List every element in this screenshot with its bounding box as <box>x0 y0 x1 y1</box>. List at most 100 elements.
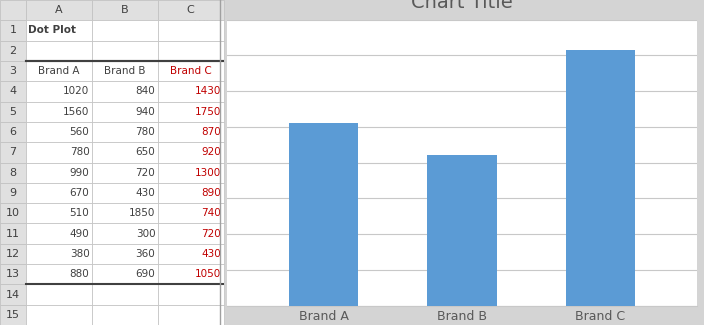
Text: 870: 870 <box>201 127 221 137</box>
Text: 430: 430 <box>136 188 156 198</box>
FancyBboxPatch shape <box>158 264 224 284</box>
Text: 300: 300 <box>136 228 156 239</box>
FancyBboxPatch shape <box>0 183 26 203</box>
Text: Brand C: Brand C <box>170 66 211 76</box>
Text: 720: 720 <box>136 168 156 178</box>
Text: 490: 490 <box>70 228 89 239</box>
Text: 11: 11 <box>6 228 20 239</box>
Text: 360: 360 <box>136 249 156 259</box>
FancyBboxPatch shape <box>92 61 158 81</box>
FancyBboxPatch shape <box>158 224 224 244</box>
FancyBboxPatch shape <box>158 101 224 122</box>
FancyBboxPatch shape <box>26 101 92 122</box>
FancyBboxPatch shape <box>0 305 26 325</box>
Text: 5: 5 <box>9 107 16 117</box>
Text: B: B <box>121 5 128 15</box>
Text: 990: 990 <box>70 168 89 178</box>
FancyBboxPatch shape <box>0 61 26 81</box>
FancyBboxPatch shape <box>158 0 224 20</box>
FancyBboxPatch shape <box>158 183 224 203</box>
Bar <box>427 155 496 306</box>
Text: 670: 670 <box>70 188 89 198</box>
FancyBboxPatch shape <box>26 122 92 142</box>
FancyBboxPatch shape <box>158 61 224 81</box>
Text: 920: 920 <box>201 147 221 157</box>
FancyBboxPatch shape <box>26 244 92 264</box>
FancyBboxPatch shape <box>92 20 158 41</box>
Text: A: A <box>55 5 63 15</box>
Text: 13: 13 <box>6 269 20 279</box>
Text: 840: 840 <box>136 86 156 97</box>
Text: Dot Plot: Dot Plot <box>28 25 76 35</box>
FancyBboxPatch shape <box>92 224 158 244</box>
FancyBboxPatch shape <box>92 41 158 61</box>
FancyBboxPatch shape <box>92 183 158 203</box>
Text: 780: 780 <box>136 127 156 137</box>
Text: 890: 890 <box>201 188 221 198</box>
FancyBboxPatch shape <box>92 101 158 122</box>
FancyBboxPatch shape <box>0 20 26 41</box>
FancyBboxPatch shape <box>26 20 92 41</box>
FancyBboxPatch shape <box>0 41 26 61</box>
FancyBboxPatch shape <box>26 264 92 284</box>
Text: 8: 8 <box>9 168 16 178</box>
Text: 560: 560 <box>70 127 89 137</box>
FancyBboxPatch shape <box>92 264 158 284</box>
FancyBboxPatch shape <box>158 20 224 41</box>
Text: Brand B: Brand B <box>104 66 145 76</box>
FancyBboxPatch shape <box>158 284 224 305</box>
FancyBboxPatch shape <box>158 244 224 264</box>
FancyBboxPatch shape <box>0 142 26 162</box>
Text: 880: 880 <box>70 269 89 279</box>
Text: 690: 690 <box>136 269 156 279</box>
Text: 7: 7 <box>9 147 16 157</box>
FancyBboxPatch shape <box>158 162 224 183</box>
FancyBboxPatch shape <box>92 142 158 162</box>
FancyBboxPatch shape <box>92 284 158 305</box>
Title: Chart Title: Chart Title <box>411 0 513 12</box>
Text: 4: 4 <box>9 86 16 97</box>
Text: 430: 430 <box>201 249 221 259</box>
FancyBboxPatch shape <box>158 305 224 325</box>
FancyBboxPatch shape <box>0 284 26 305</box>
FancyBboxPatch shape <box>0 224 26 244</box>
Text: 740: 740 <box>201 208 221 218</box>
FancyBboxPatch shape <box>26 0 92 20</box>
Text: 12: 12 <box>6 249 20 259</box>
FancyBboxPatch shape <box>0 162 26 183</box>
FancyBboxPatch shape <box>26 61 92 81</box>
Text: 1750: 1750 <box>195 107 221 117</box>
FancyBboxPatch shape <box>92 122 158 142</box>
FancyBboxPatch shape <box>92 203 158 224</box>
Text: 2: 2 <box>9 46 16 56</box>
FancyBboxPatch shape <box>158 203 224 224</box>
Text: 780: 780 <box>70 147 89 157</box>
FancyBboxPatch shape <box>26 41 92 61</box>
Text: 1: 1 <box>9 25 16 35</box>
Text: 720: 720 <box>201 228 221 239</box>
Text: 10: 10 <box>6 208 20 218</box>
Text: 1560: 1560 <box>63 107 89 117</box>
FancyBboxPatch shape <box>0 244 26 264</box>
FancyBboxPatch shape <box>92 244 158 264</box>
FancyBboxPatch shape <box>26 224 92 244</box>
Text: 380: 380 <box>70 249 89 259</box>
FancyBboxPatch shape <box>92 0 158 20</box>
Text: C: C <box>187 5 194 15</box>
FancyBboxPatch shape <box>26 142 92 162</box>
FancyBboxPatch shape <box>92 162 158 183</box>
FancyBboxPatch shape <box>0 264 26 284</box>
Text: 9: 9 <box>9 188 16 198</box>
Text: 510: 510 <box>70 208 89 218</box>
FancyBboxPatch shape <box>26 81 92 101</box>
FancyBboxPatch shape <box>26 162 92 183</box>
Text: 1430: 1430 <box>195 86 221 97</box>
FancyBboxPatch shape <box>158 142 224 162</box>
FancyBboxPatch shape <box>26 305 92 325</box>
FancyBboxPatch shape <box>92 305 158 325</box>
FancyBboxPatch shape <box>0 203 26 224</box>
FancyBboxPatch shape <box>26 203 92 224</box>
FancyBboxPatch shape <box>0 122 26 142</box>
Text: 15: 15 <box>6 310 20 320</box>
FancyBboxPatch shape <box>0 101 26 122</box>
